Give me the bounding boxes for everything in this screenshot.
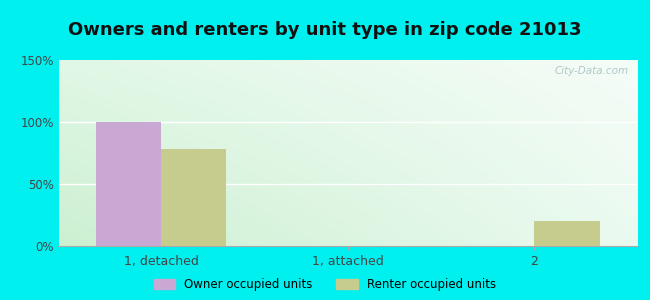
Bar xyxy=(161,149,226,246)
Bar xyxy=(96,122,161,246)
Text: City-Data.com: City-Data.com xyxy=(554,66,629,76)
Legend: Owner occupied units, Renter occupied units: Owner occupied units, Renter occupied un… xyxy=(154,278,496,291)
Text: Owners and renters by unit type in zip code 21013: Owners and renters by unit type in zip c… xyxy=(68,21,582,39)
Bar xyxy=(534,221,600,246)
